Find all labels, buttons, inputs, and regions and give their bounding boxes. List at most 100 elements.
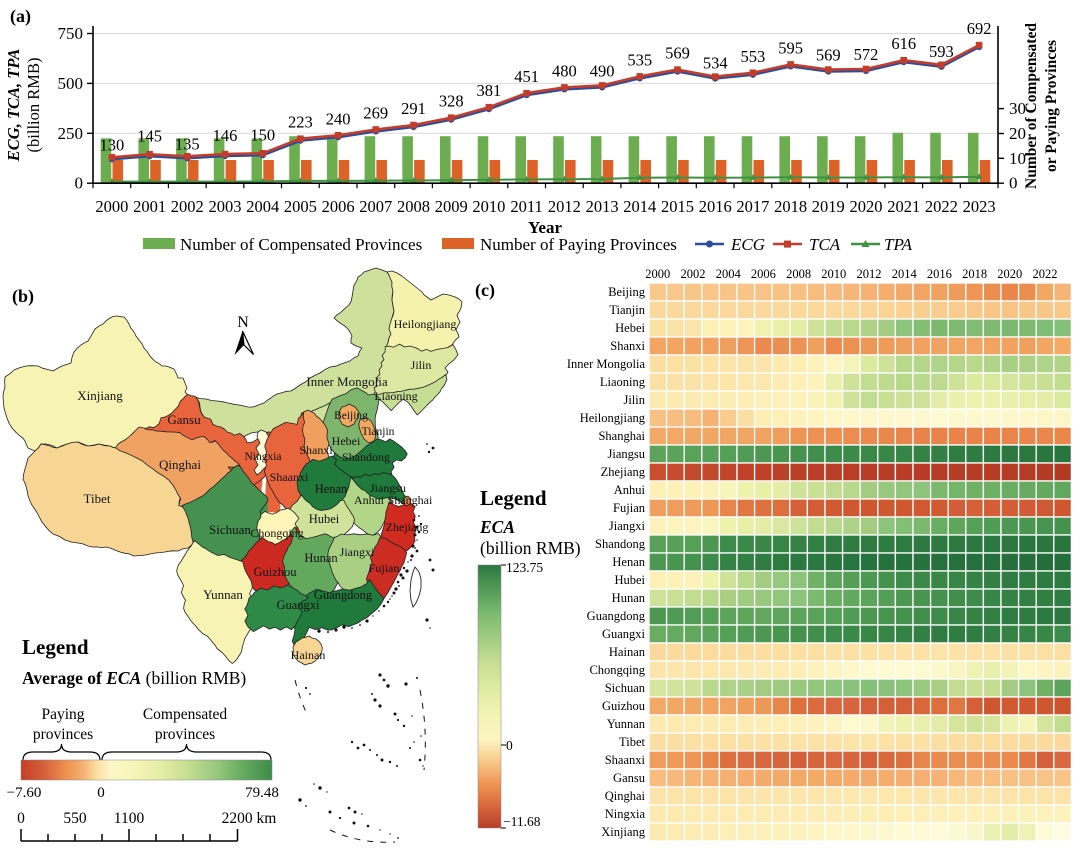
svg-text:500: 500: [58, 74, 84, 93]
svg-text:616: 616: [891, 34, 916, 53]
svg-text:Liaoning: Liaoning: [600, 375, 646, 389]
svg-text:123.75: 123.75: [506, 560, 543, 575]
svg-text:Hebei: Hebei: [615, 321, 645, 335]
svg-text:2016: 2016: [699, 197, 732, 216]
svg-text:2016: 2016: [927, 267, 952, 281]
svg-text:2023: 2023: [963, 197, 996, 216]
svg-text:2015: 2015: [661, 197, 694, 216]
svg-text:Hainan: Hainan: [291, 648, 326, 662]
svg-text:Chongqing: Chongqing: [250, 526, 303, 540]
svg-text:Tianjin: Tianjin: [362, 426, 395, 438]
svg-text:0: 0: [97, 785, 105, 801]
svg-text:2007: 2007: [359, 197, 392, 216]
svg-text:Guizhou: Guizhou: [253, 565, 297, 579]
svg-text:Shandong: Shandong: [342, 450, 390, 464]
svg-text:0: 0: [75, 174, 84, 193]
svg-text:(a): (a): [10, 6, 31, 27]
svg-text:269: 269: [363, 104, 388, 123]
svg-text:Yunnan: Yunnan: [607, 717, 646, 731]
svg-text:569: 569: [816, 46, 841, 65]
svg-text:Shanxi: Shanxi: [610, 339, 645, 353]
svg-text:Sichuan: Sichuan: [605, 681, 646, 695]
svg-text:Legend: Legend: [22, 635, 89, 659]
svg-text:Chongqing: Chongqing: [589, 663, 645, 677]
svg-text:534: 534: [703, 54, 728, 73]
svg-text:Henan: Henan: [612, 555, 645, 569]
svg-text:2014: 2014: [623, 197, 656, 216]
svg-text:146: 146: [213, 126, 238, 145]
svg-text:145: 145: [137, 126, 162, 145]
svg-text:Gansu: Gansu: [167, 412, 201, 427]
svg-text:2006: 2006: [751, 267, 776, 281]
svg-text:593: 593: [929, 42, 954, 61]
svg-text:692: 692: [967, 19, 992, 38]
svg-text:30: 30: [1009, 99, 1026, 118]
svg-text:Anhui: Anhui: [614, 483, 646, 497]
svg-text:2022: 2022: [1033, 267, 1058, 281]
svg-text:provinces: provinces: [155, 726, 215, 743]
svg-text:2012: 2012: [548, 197, 581, 216]
svg-text:Yunnan: Yunnan: [203, 587, 243, 602]
svg-text:2013: 2013: [586, 197, 619, 216]
svg-text:(c): (c): [475, 280, 495, 301]
svg-text:Number of Compensated Province: Number of Compensated Provinces: [180, 235, 422, 254]
svg-text:451: 451: [514, 67, 539, 86]
svg-text:(billion RMB): (billion RMB): [480, 538, 581, 558]
svg-text:Jiangxi: Jiangxi: [609, 519, 646, 533]
svg-text:2004: 2004: [246, 197, 279, 216]
svg-text:569: 569: [665, 44, 690, 63]
svg-text:Guangxi: Guangxi: [602, 627, 646, 641]
svg-text:130: 130: [100, 135, 125, 154]
svg-text:Average of ECA (billion RMB): Average of ECA (billion RMB): [22, 668, 246, 688]
svg-text:−11.68: −11.68: [503, 814, 541, 829]
svg-text:Ningxia: Ningxia: [244, 451, 281, 463]
svg-text:Hubei: Hubei: [614, 573, 645, 587]
svg-text:ECA: ECA: [479, 517, 515, 537]
svg-text:Guangxi: Guangxi: [276, 598, 320, 612]
svg-text:(billion RMB): (billion RMB): [24, 58, 43, 153]
svg-text:2010: 2010: [821, 267, 846, 281]
svg-text:240: 240: [326, 109, 351, 128]
svg-text:Xinjiang: Xinjiang: [77, 388, 123, 403]
svg-text:2008: 2008: [397, 197, 430, 216]
svg-text:2018: 2018: [774, 197, 807, 216]
svg-text:Qinghai: Qinghai: [159, 457, 201, 472]
svg-text:553: 553: [741, 47, 766, 66]
svg-text:Jilin: Jilin: [623, 393, 645, 407]
svg-text:ECG, TCA, TPA: ECG, TCA, TPA: [4, 49, 23, 162]
svg-text:Gansu: Gansu: [613, 771, 646, 785]
svg-text:20: 20: [1009, 124, 1026, 143]
svg-text:150: 150: [250, 125, 275, 144]
svg-text:Liaoning: Liaoning: [374, 389, 417, 403]
svg-text:Number of Paying Provinces: Number of Paying Provinces: [480, 235, 677, 254]
svg-text:Xinjiang: Xinjiang: [601, 825, 645, 839]
svg-text:Beijing: Beijing: [334, 410, 368, 422]
svg-text:Tibet: Tibet: [619, 735, 645, 749]
svg-text:Heilongjiang: Heilongjiang: [394, 317, 457, 331]
svg-text:1100: 1100: [114, 810, 145, 827]
svg-text:291: 291: [401, 99, 426, 118]
svg-text:0: 0: [1009, 174, 1018, 193]
svg-text:10: 10: [1009, 149, 1026, 168]
svg-text:Heilongjiang: Heilongjiang: [580, 411, 646, 425]
svg-text:381: 381: [477, 81, 502, 100]
svg-text:2000: 2000: [645, 267, 670, 281]
svg-text:2010: 2010: [472, 197, 505, 216]
svg-text:535: 535: [627, 50, 652, 69]
svg-text:Sichuan: Sichuan: [209, 522, 251, 537]
svg-text:Compensated: Compensated: [143, 706, 228, 723]
svg-text:223: 223: [288, 113, 313, 132]
svg-text:250: 250: [58, 124, 84, 143]
svg-text:2018: 2018: [962, 267, 987, 281]
svg-text:2000: 2000: [95, 197, 128, 216]
svg-text:2002: 2002: [681, 267, 706, 281]
svg-text:Fujian: Fujian: [369, 561, 400, 575]
svg-text:Inner Mongolia: Inner Mongolia: [567, 357, 646, 371]
svg-text:TPA: TPA: [884, 235, 913, 254]
svg-text:Shanghai: Shanghai: [598, 429, 645, 443]
svg-text:480: 480: [552, 61, 577, 80]
svg-text:2012: 2012: [857, 267, 882, 281]
svg-text:or Paying Provinces: or Paying Provinces: [1043, 40, 1060, 172]
svg-text:Paying: Paying: [41, 706, 84, 723]
svg-text:Hubei: Hubei: [309, 512, 340, 526]
